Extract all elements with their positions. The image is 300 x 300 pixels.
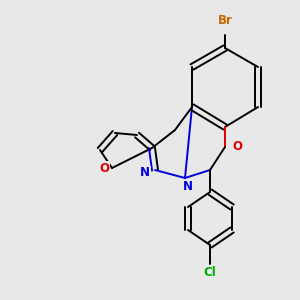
Text: Br: Br [218, 14, 232, 26]
Text: O: O [99, 161, 109, 175]
Text: N: N [140, 167, 150, 179]
Text: O: O [232, 140, 242, 154]
Text: Cl: Cl [204, 266, 216, 278]
Text: N: N [183, 179, 193, 193]
